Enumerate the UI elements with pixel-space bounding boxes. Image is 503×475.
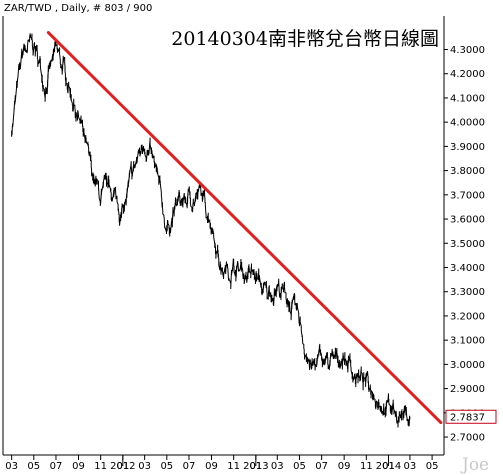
y-tick-label: 2.9000 bbox=[450, 384, 485, 395]
x-tick-label: 09 bbox=[72, 461, 85, 472]
x-tick-label: 03 bbox=[271, 461, 284, 472]
x-tick-label: 03 bbox=[404, 461, 417, 472]
x-tick-label: 01 bbox=[382, 461, 395, 472]
y-tick-label: 3.0000 bbox=[450, 360, 485, 371]
x-tick-label: 11 bbox=[227, 461, 240, 472]
y-tick-label: 3.3000 bbox=[450, 287, 485, 298]
y-tick-label: 3.9000 bbox=[450, 142, 485, 153]
last-value-label: 2.7837 bbox=[450, 412, 485, 423]
x-tick-label: 05 bbox=[426, 461, 439, 472]
x-tick-label: 05 bbox=[293, 461, 306, 472]
x-tick-label: 09 bbox=[338, 461, 351, 472]
x-tick-label: 01 bbox=[249, 461, 262, 472]
downtrend-line bbox=[46, 31, 443, 425]
x-tick-label: 07 bbox=[183, 461, 196, 472]
y-tick-label: 4.3000 bbox=[450, 45, 485, 56]
symbol-header: ZAR/TWD , Daily, # 803 / 900 bbox=[4, 3, 152, 14]
y-tick-label: 3.1000 bbox=[450, 336, 485, 347]
y-tick-label: 3.6000 bbox=[450, 215, 485, 226]
y-tick-label: 2.7000 bbox=[450, 433, 485, 444]
y-tick-label: 3.4000 bbox=[450, 263, 485, 274]
year-label: 2013 bbox=[243, 461, 268, 472]
x-tick-label: 03 bbox=[5, 461, 18, 472]
y-tick-label: 3.5000 bbox=[450, 239, 485, 250]
y-tick-label: 4.2000 bbox=[450, 69, 485, 80]
price-series-line bbox=[11, 33, 411, 428]
x-tick-label: 01 bbox=[116, 461, 129, 472]
x-tick-label: 11 bbox=[94, 461, 107, 472]
y-tick-label: 3.2000 bbox=[450, 311, 485, 322]
y-tick-label: 3.8000 bbox=[450, 166, 485, 177]
x-tick-label: 05 bbox=[160, 461, 173, 472]
x-tick-label: 11 bbox=[360, 461, 373, 472]
x-axis-ticks: 03 05 07 09 11 01 03 05 07 09 11 01 03 05 07 09 11 01 03 05… bbox=[5, 455, 438, 472]
y-tick-label: 3.7000 bbox=[450, 190, 485, 201]
x-tick-label: 07 bbox=[50, 461, 63, 472]
watermark: Joe bbox=[460, 455, 489, 475]
x-tick-label: 05 bbox=[27, 461, 40, 472]
last-value-marker: 2.7837 bbox=[445, 409, 497, 424]
year-label: 2014 bbox=[376, 461, 401, 472]
x-tick-label: 03 bbox=[138, 461, 151, 472]
x-tick-label: 07 bbox=[315, 461, 328, 472]
last-value-box bbox=[445, 409, 497, 424]
year-label: 2012 bbox=[110, 461, 135, 472]
x-tick-label: 09 bbox=[205, 461, 218, 472]
y-tick-label: 4.0000 bbox=[450, 118, 485, 129]
chart-title: 20140304南非幣兌台幣日線圖 bbox=[171, 28, 439, 50]
y-tick-label: 4.1000 bbox=[450, 93, 485, 104]
